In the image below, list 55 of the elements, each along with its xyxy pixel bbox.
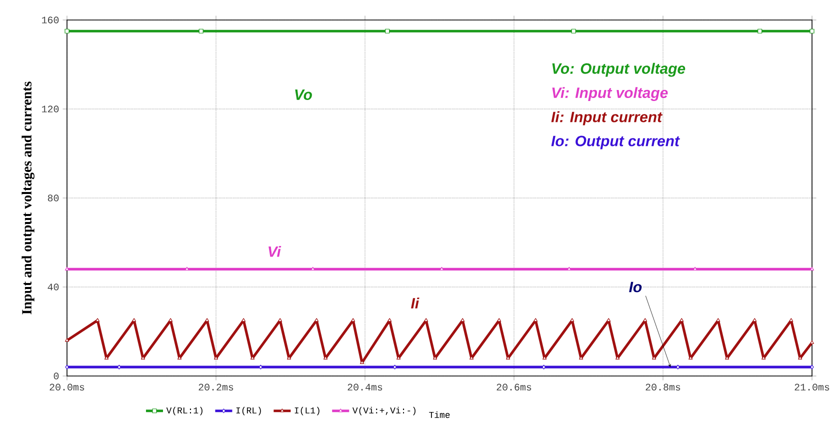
point <box>810 340 814 344</box>
point <box>278 318 282 322</box>
x-tick-label: 20.6ms <box>496 384 532 391</box>
point <box>96 318 100 322</box>
point <box>424 318 428 322</box>
point <box>534 318 538 322</box>
point <box>198 28 204 34</box>
point <box>810 364 814 370</box>
point <box>314 318 319 322</box>
point <box>643 318 648 322</box>
point <box>388 318 392 322</box>
point <box>752 318 757 322</box>
y-axis-title: Input and output voltages and currents <box>22 82 34 314</box>
point <box>132 318 136 322</box>
y-tick-label: 120 <box>42 106 59 112</box>
y-tick-label: 160 <box>42 16 59 24</box>
point <box>571 28 576 34</box>
point <box>810 28 814 34</box>
point <box>570 318 574 322</box>
legend-label: V(RL:1) <box>166 406 202 416</box>
point <box>242 318 246 322</box>
point <box>789 318 794 322</box>
point <box>65 364 69 370</box>
legend-label: I(L1) <box>294 406 320 416</box>
y-tick-label: 0 <box>54 372 59 380</box>
x-tick-label: 21.0ms <box>794 384 830 391</box>
annotation: Vo: Output voltage <box>552 62 686 77</box>
point <box>385 28 390 34</box>
annotation: Io <box>629 282 642 292</box>
point <box>758 28 762 34</box>
y-tick-label: 40 <box>48 284 59 290</box>
point <box>606 318 611 322</box>
x-tick-label: 20.0ms <box>50 384 84 391</box>
point <box>460 318 465 322</box>
point <box>351 318 356 322</box>
point <box>64 28 70 34</box>
annotation: Ii <box>411 298 420 308</box>
annotation: Vi <box>268 246 282 257</box>
point <box>205 318 210 322</box>
point <box>360 360 364 364</box>
x-tick-label: 20.2ms <box>198 384 234 391</box>
x-tick-label: 20.4ms <box>348 384 382 391</box>
annotation: Vi: Input voltage <box>552 87 668 101</box>
x-axis-title: Time <box>429 411 450 418</box>
legend-label: I(RL) <box>236 406 261 416</box>
y-tick-label: 80 <box>48 194 59 202</box>
legend-label: V(Vi:+,Vi:-) <box>352 406 416 416</box>
point <box>680 318 684 322</box>
x-tick-label: 20.8ms <box>646 384 680 391</box>
annotation: Ii: Input current <box>551 111 663 126</box>
point <box>716 318 720 322</box>
annotation: Vo <box>295 90 312 100</box>
annotation: Io: Output current <box>551 136 680 150</box>
point <box>168 318 173 322</box>
point <box>497 318 502 322</box>
